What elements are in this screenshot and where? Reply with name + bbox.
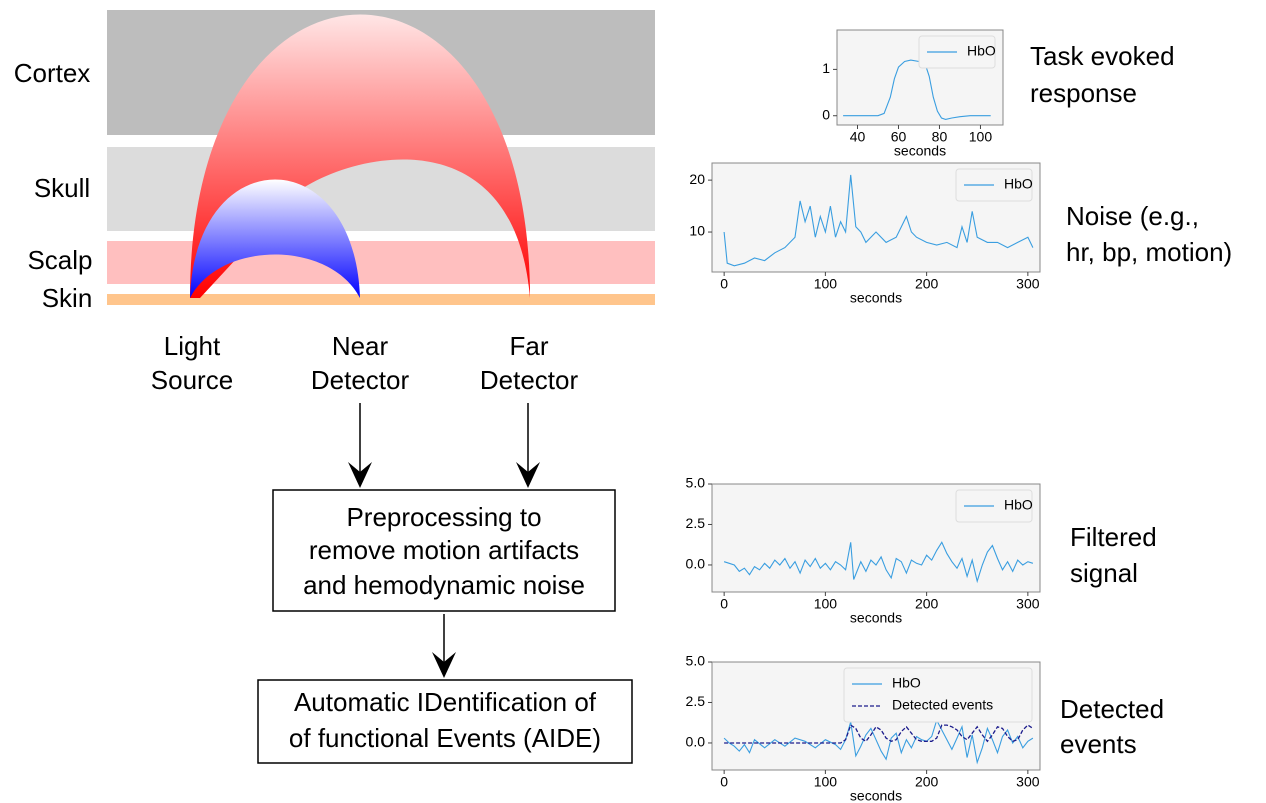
x-axis-label: seconds (850, 788, 902, 803)
optode-label: Detector (480, 365, 579, 395)
x-tick-label: 200 (915, 276, 939, 292)
x-tick-label: 100 (814, 276, 838, 292)
y-tick-label: 0.0 (686, 734, 706, 750)
caption: events (1060, 729, 1137, 759)
caption: Task evoked (1030, 41, 1175, 71)
x-axis-label: seconds (850, 290, 902, 306)
legend-label: Detected events (892, 697, 993, 713)
caption: Noise (e.g., (1066, 201, 1199, 231)
optode-label: Source (151, 365, 233, 395)
legend-label: HbO (1004, 497, 1033, 513)
y-tick-label: 0 (822, 106, 830, 122)
series-line (723, 718, 1034, 765)
x-axis-label: seconds (894, 143, 946, 159)
optode-label: Near (332, 331, 389, 361)
series-line (723, 541, 1034, 584)
layer-label: Skull (34, 173, 90, 203)
series-line (724, 724, 1034, 744)
x-tick-label: 60 (891, 129, 907, 145)
caption: response (1030, 78, 1137, 108)
legend-label: HbO (892, 675, 921, 691)
x-tick-label: 300 (1016, 774, 1040, 790)
legend-box (843, 667, 1033, 723)
legend-label: HbO (1004, 176, 1033, 192)
caption: Filtered (1070, 522, 1157, 552)
optode-label: Far (510, 331, 549, 361)
caption: signal (1070, 558, 1138, 588)
optode-label: Detector (311, 365, 410, 395)
step-box (272, 489, 616, 612)
x-tick-label: 0 (720, 596, 728, 612)
step-text: remove motion artifacts (309, 535, 579, 565)
x-tick-label: 0 (720, 276, 728, 292)
layer-label: Skin (42, 283, 93, 313)
y-tick-label: 1 (822, 60, 830, 76)
step-box (257, 679, 633, 764)
y-tick-label: 10 (689, 223, 705, 239)
x-tick-label: 200 (915, 596, 939, 612)
x-tick-label: 40 (850, 129, 866, 145)
step-text: of functional Events (AIDE) (289, 723, 601, 753)
step-text: Automatic IDentification of (294, 687, 597, 717)
x-tick-label: 100 (969, 129, 993, 145)
caption: hr, bp, motion) (1066, 237, 1232, 267)
y-tick-label: 20 (689, 171, 705, 187)
arrow (359, 403, 529, 665)
x-tick-label: 200 (915, 774, 939, 790)
x-axis-label: seconds (850, 610, 902, 626)
legend-label: HbO (967, 43, 996, 59)
y-tick-label: 2.5 (686, 693, 706, 709)
step-text: and hemodynamic noise (303, 570, 585, 600)
step-text: Preprocessing to (346, 502, 541, 532)
caption: Detected (1060, 694, 1164, 724)
x-tick-label: 100 (814, 596, 838, 612)
skin-layer (107, 294, 655, 305)
x-tick-label: 100 (814, 774, 838, 790)
x-tick-label: 300 (1016, 276, 1040, 292)
optode-label: Light (164, 331, 221, 361)
arrowhead (348, 462, 540, 678)
series-line (723, 174, 1034, 267)
y-tick-label: 2.5 (686, 515, 706, 531)
y-tick-label: 5.0 (686, 653, 706, 669)
x-tick-label: 300 (1016, 596, 1040, 612)
scalp-layer (107, 241, 655, 284)
y-tick-label: 5.0 (686, 475, 706, 491)
y-tick-label: 0.0 (686, 556, 706, 572)
x-tick-label: 80 (932, 129, 948, 145)
near-path (190, 179, 360, 298)
far-path (190, 14, 530, 298)
layer-label: Scalp (27, 245, 92, 275)
layer-label: Cortex (14, 58, 91, 88)
x-tick-label: 0 (720, 774, 728, 790)
